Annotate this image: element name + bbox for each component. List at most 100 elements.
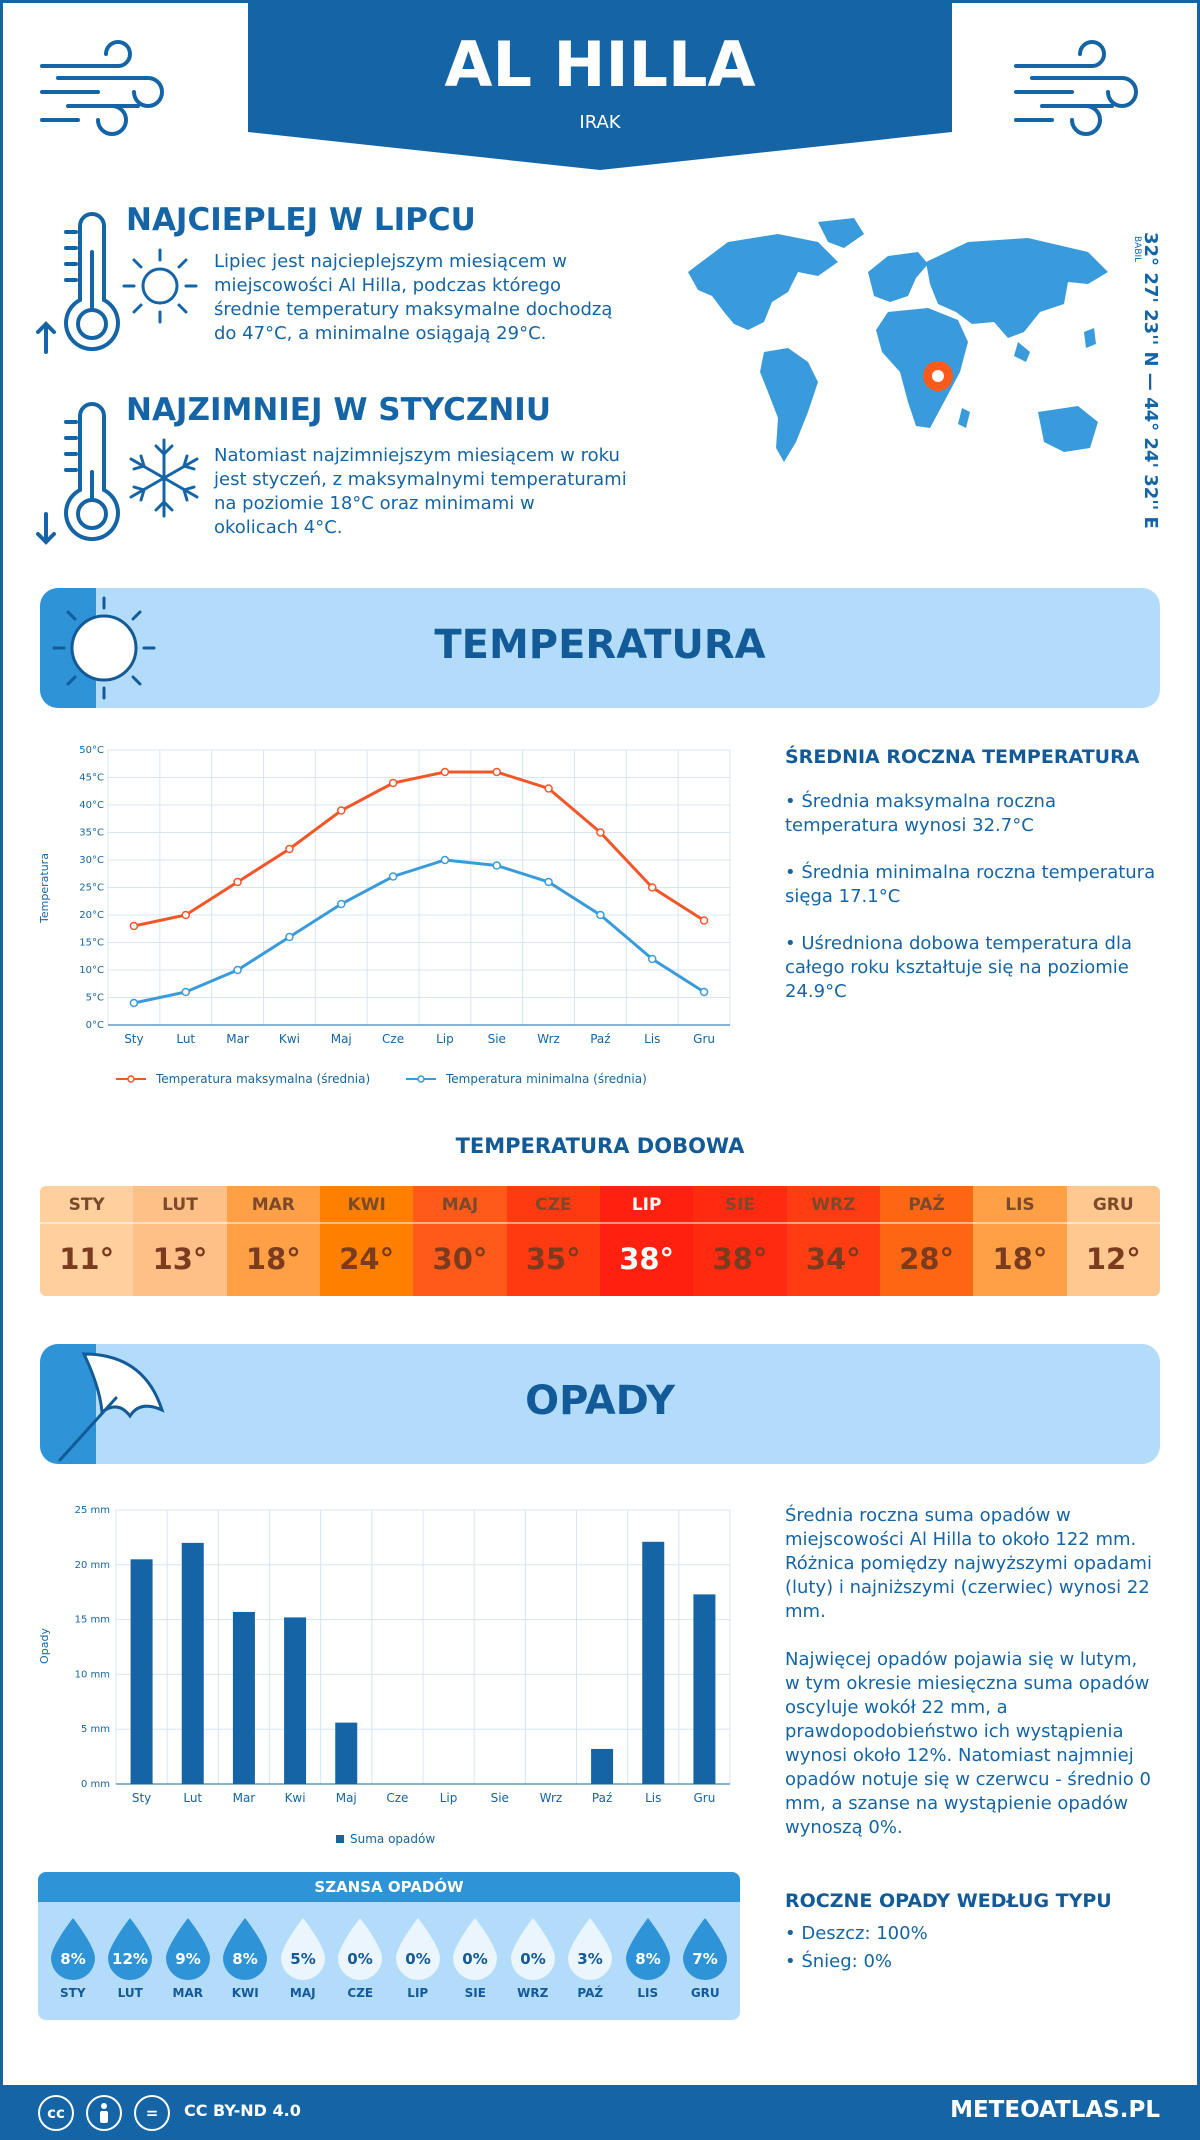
x-tick-label: Lip [436,1032,454,1046]
x-tick-label: Lut [176,1032,195,1046]
raindrop-icon: 7% [683,1918,728,1980]
annual-temperature-item: • Uśredniona dobowa temperatura dla całe… [785,932,1132,1004]
data-point [337,899,346,909]
precip-bar [335,1722,358,1784]
precip-chance-month: LIS [637,1986,659,2000]
y-tick-label: 40°C [79,800,104,811]
raindrop-icon: 3% [568,1918,613,1980]
temperature-series [129,767,709,1008]
precip-type-rain: • Deszcz: 100% [785,1923,928,1944]
daily-temperature-cell: CZE 35° [506,1186,600,1296]
annual-line: całego roku kształtuje się na poziomie [785,957,1129,978]
daily-temperature-cell: PAŹ 28° [879,1186,974,1296]
raindrop-shape [683,1918,728,1980]
precip-chance-month: MAR [172,1986,203,2000]
precip-grid [115,1509,731,1785]
raindrop-icon: 8% [50,1918,95,1980]
daily-month-label: PAŹ [879,1186,974,1224]
y-tick-label: 15°C [79,938,104,949]
annual-line: • Uśredniona dobowa temperatura dla [785,933,1133,954]
site-link[interactable]: METEOATLAS.PL [950,2097,1160,2123]
x-tick-label: Lis [645,1791,661,1805]
precip-chance-value: 0% [405,1950,430,1968]
x-tick-label: Cze [382,1032,404,1046]
annual-temperature-item: • Średnia minimalna roczna temperatura s… [785,861,1155,909]
section-corner [40,1344,96,1464]
y-tick-label: 50°C [79,745,104,756]
temperature-chart: Temperatura 0°C 5°C 10°C 15°C 20°C 25°C 30°C 35… [38,745,731,1086]
raindrop-shape [108,1918,153,1980]
coordinates-label: 32° 27' 23'' N — 44° 24' 32'' E [1140,232,1161,529]
raindrop-shape [223,1918,268,1980]
x-tick-label: Wrz [540,1791,563,1805]
y-tick-label: 20°C [79,910,104,921]
precip-type-list: • Deszcz: 100% • Śnieg: 0% [785,1922,928,1974]
data-point [492,861,501,870]
annual-temperature-item: • Średnia maksymalna roczna temperatura … [785,790,1056,838]
temperature-x-ticks: Sty Lut Mar Kwi Maj Cze Lip Sie Wrz Paź Lis Gru [124,1032,715,1046]
raindrop-shape [338,1918,383,1980]
city-title: AL HILLA [444,28,756,101]
precip-description-line: wynoszą 0%. [785,1817,903,1838]
precip-type-title: ROCZNE OPADY WEDŁUG TYPU [785,1890,1112,1912]
temperature-section-header: TEMPERATURA [40,588,1160,708]
hottest-line: średnie temperatury maksymalne dochodzą [214,299,613,320]
daily-temperature-value: 34° [805,1242,861,1276]
legend-max-marker [127,1075,135,1083]
data-point [337,806,346,815]
daily-month-label: WRZ [786,1186,880,1224]
precip-chance-value: 0% [520,1950,545,1968]
daily-month-label: SIE [693,1186,787,1224]
temperature-legend: Temperatura maksymalna (średnia) Tempera… [116,1072,647,1086]
series-line [133,770,705,928]
precip-chance-item: 8% KWI [217,1916,275,2000]
coldest-line: okolicach 4°C. [214,517,343,538]
precip-description: Średnia roczna suma opadów w miejscowości… [785,1504,1152,1840]
temperature-title: TEMPERATURA [434,622,766,668]
precip-chance-item: 5% MAJ [274,1916,332,2000]
precip-legend: Suma opadów [336,1832,435,1846]
y-tick-label: 10°C [79,965,104,976]
daily-month-label: STY [40,1186,134,1224]
y-tick-label: 30°C [79,855,104,866]
legend-min-marker [417,1075,425,1083]
legend-max-label: Temperatura maksymalna (średnia) [155,1072,370,1086]
daily-month-label: MAR [226,1186,320,1224]
y-tick-label: 5 mm [81,1724,110,1735]
y-tick-label: 35°C [79,828,104,839]
daily-temperature-value: 38° [712,1242,768,1276]
precip-chance-item: 3% PAŹ [562,1916,620,2000]
data-point [181,987,190,997]
y-tick-label: 20 mm [75,1560,110,1571]
precip-description-line: wynosi około 12%. Natomiast najmniej [785,1745,1134,1766]
daily-month-label: LUT [133,1186,227,1224]
sun-icon [52,596,156,700]
x-tick-label: Mar [233,1791,256,1805]
daily-temperature-cell: LUT 13° [133,1186,227,1296]
precip-chance-month: SIE [464,1986,486,2000]
raindrop-shape [280,1918,325,1980]
data-point [285,844,294,854]
coldest-line: Natomiast najzimniejszym miesiącem w rok… [214,445,620,466]
precip-chance-value: 3% [578,1950,603,1968]
precip-chance-month: KWI [231,1986,259,2000]
daily-temperature-cell: KWI 24° [319,1186,414,1296]
raindrop-shape [165,1918,210,1980]
precip-chance-value: 7% [693,1950,718,1968]
x-tick-label: Maj [336,1791,357,1805]
precip-description-line: (luty) i najniższymi (czerwiec) wynosi 2… [785,1577,1150,1598]
sun-icon [122,248,198,324]
precip-description-line: Różnica pomiędzy najwyższymi opadami [785,1553,1152,1574]
precip-description-line: miejscowości Al Hilla to około 122 mm. [785,1529,1137,1550]
precip-chance-item: 0% CZE [332,1916,390,2000]
series-line [133,858,705,1005]
coldest-title: NAJZIMNIEJ W STYCZNIU [126,392,551,428]
annual-line: • Średnia maksymalna roczna [785,791,1056,812]
precip-bar [130,1559,153,1784]
precip-chance-title: SZANSA OPADÓW [38,1872,740,1902]
x-tick-label: Gru [693,1791,715,1805]
daily-month-label: MAJ [413,1186,507,1224]
precip-description-line: Średnia roczna suma opadów w [785,1505,1071,1526]
precip-chance-value: 0% [348,1950,373,1968]
precip-chance-value: 12% [112,1950,148,1968]
